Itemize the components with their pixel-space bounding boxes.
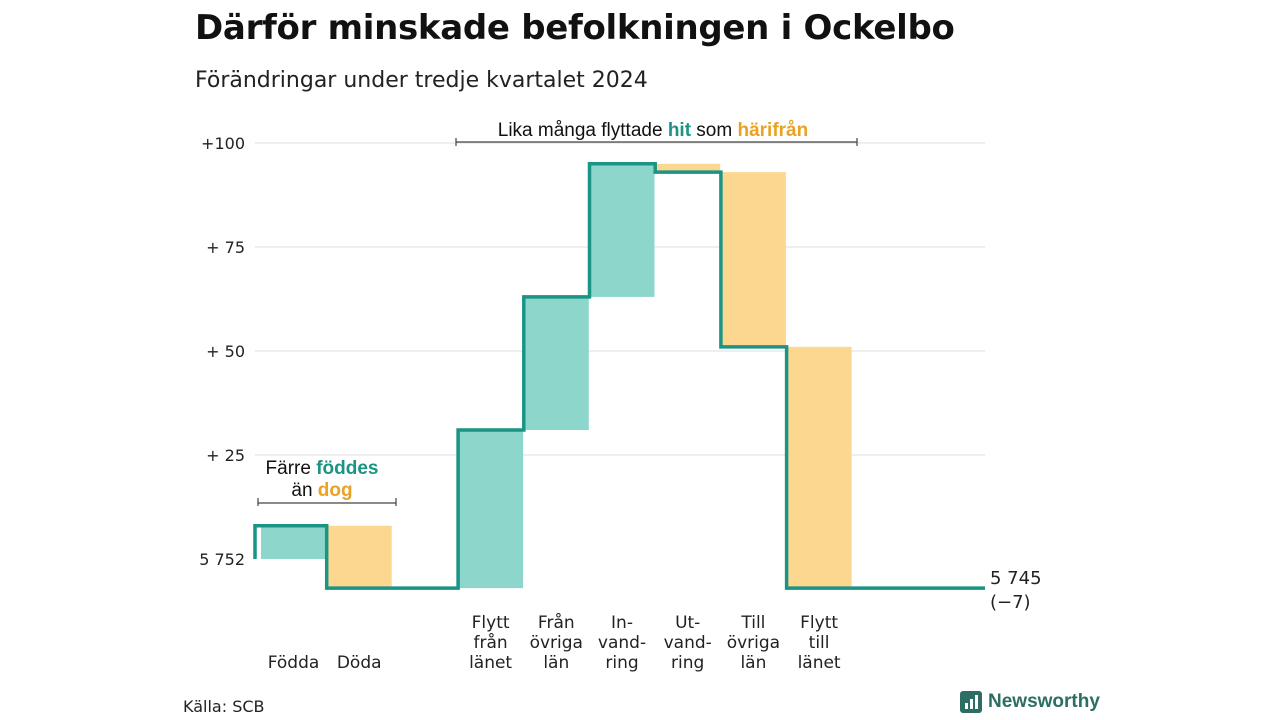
- newsworthy-logo-icon: [960, 691, 982, 713]
- category-label-line: länet: [798, 653, 841, 673]
- ann-harifran-text: härifrån: [737, 120, 808, 141]
- bar-7: [720, 172, 786, 347]
- category-label-7: Till övriga län: [727, 613, 780, 673]
- end-change-label: (−7): [990, 592, 1031, 613]
- category-label-line: Från: [538, 612, 575, 633]
- category-label-line: län: [740, 653, 766, 673]
- bar-0: [261, 525, 326, 559]
- y-tick-label-2: + 50: [206, 342, 245, 361]
- ann-hit-text: föddes: [316, 458, 378, 479]
- source-note: Källa: SCB: [183, 697, 265, 716]
- category-label-line: Flytt: [472, 613, 510, 633]
- bar-6: [655, 163, 721, 173]
- step-line: [253, 162, 985, 590]
- category-label-line: Döda: [337, 653, 382, 673]
- ann-hit-text: hit: [668, 120, 692, 141]
- category-label-line: län: [543, 653, 569, 673]
- category-label-line: Ut-: [675, 613, 700, 633]
- brand-logo: Newsworthy: [960, 691, 1100, 713]
- bar-8: [786, 346, 852, 589]
- category-label-5: In-vand-ring: [598, 613, 646, 673]
- step-line-layer: [253, 162, 985, 590]
- ann-text: än: [291, 480, 317, 501]
- births-annotation-line1: Färre föddes: [266, 458, 379, 479]
- category-label-line: ring: [605, 653, 638, 673]
- category-label-4: Från övriga län: [530, 612, 583, 673]
- grid-layer: [255, 142, 985, 456]
- category-label-6: Ut-vand-ring: [664, 613, 712, 673]
- bar-5: [589, 163, 655, 297]
- y-tick-label-0: +100: [201, 134, 245, 153]
- ann-dog-text: dog: [318, 480, 353, 501]
- bar-layer: [261, 163, 852, 589]
- category-label-line: övriga: [530, 633, 583, 653]
- moves-bracket: [455, 138, 858, 146]
- category-label-line: vand-: [664, 633, 712, 653]
- category-label-line: Till: [740, 613, 765, 633]
- category-label-line: till: [809, 633, 830, 653]
- category-label-line: vand-: [598, 633, 646, 653]
- category-label-line: länet: [469, 653, 512, 673]
- category-label-1: Döda: [337, 653, 382, 673]
- category-label-3: Flytt från länet: [469, 613, 512, 673]
- ann-text: som: [691, 120, 737, 141]
- category-label-line: Födda: [268, 653, 320, 673]
- end-value-label: 5 745: [990, 568, 1042, 589]
- chart-subtitle: Förändringar under tredje kvartalet 2024: [195, 68, 648, 93]
- y-tick-label-1: + 75: [206, 238, 245, 257]
- category-label-line: Flytt: [800, 613, 838, 633]
- y-tick-label-3: + 25: [206, 446, 245, 465]
- bar-1: [326, 525, 392, 589]
- category-label-0: Födda: [268, 653, 320, 673]
- category-label-8: Flytt till länet: [798, 613, 841, 673]
- category-label-line: övriga: [727, 633, 780, 653]
- ann-text: Färre: [266, 458, 317, 479]
- brand-name: Newsworthy: [988, 691, 1100, 712]
- bar-3: [458, 430, 524, 589]
- births-annotation-line2: än dog: [291, 480, 352, 501]
- bar-4: [523, 296, 589, 431]
- category-label-line: ring: [671, 653, 704, 673]
- ann-text: Lika många flyttade: [498, 120, 668, 141]
- births-bracket: [257, 498, 397, 506]
- category-label-line: In-: [611, 613, 633, 633]
- chart-title: Därför minskade befolkningen i Ockelbo: [195, 8, 955, 48]
- y-tick-label-4: 5 752: [199, 550, 245, 569]
- moves-annotation: Lika många flyttade hit som härifrån: [498, 120, 808, 141]
- category-label-line: från: [474, 632, 508, 653]
